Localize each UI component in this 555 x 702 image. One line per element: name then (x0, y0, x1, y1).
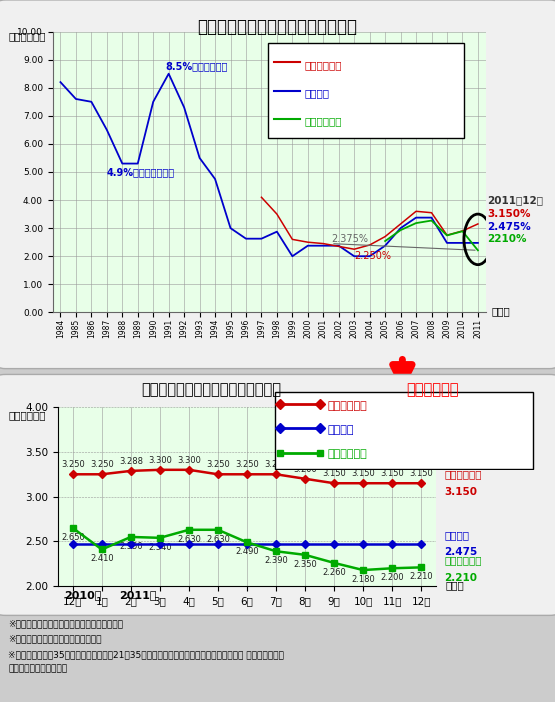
Text: 3.200: 3.200 (293, 465, 317, 474)
Text: 2.475: 2.475 (445, 548, 478, 557)
FancyBboxPatch shape (268, 43, 464, 138)
Text: 2.375%: 2.375% (331, 234, 368, 244)
Text: （年率・％）: （年率・％） (8, 32, 46, 41)
Text: フラット３５: フラット３５ (445, 555, 482, 566)
Text: 3.150: 3.150 (409, 470, 433, 478)
Text: ※住宅金融支援機構公表のデータを元に編集。: ※住宅金融支援機構公表のデータを元に編集。 (8, 619, 123, 628)
Text: 最も多いものを表示。: 最も多いものを表示。 (8, 664, 68, 673)
Text: 2.200: 2.200 (380, 574, 404, 582)
Text: 2.210: 2.210 (445, 573, 477, 583)
Text: 2.210: 2.210 (410, 572, 433, 581)
Text: 2.630: 2.630 (177, 535, 201, 544)
FancyBboxPatch shape (0, 374, 555, 616)
Text: 2.650: 2.650 (61, 533, 85, 542)
Text: 2210%: 2210% (487, 234, 527, 244)
Text: 民間金融機関の住宅ローン金利推移: 民間金融機関の住宅ローン金利推移 (141, 382, 281, 397)
Text: 3.150: 3.150 (380, 470, 404, 478)
Text: 変動金利: 変動金利 (328, 425, 355, 435)
Text: 3.250: 3.250 (264, 461, 288, 470)
Text: 最近１２ヶ月: 最近１２ヶ月 (407, 382, 459, 397)
Text: 2.350: 2.350 (293, 559, 317, 569)
Text: 3.250: 3.250 (61, 461, 85, 470)
Text: 2.260: 2.260 (322, 568, 346, 577)
Text: 2010年: 2010年 (64, 590, 101, 600)
Text: ３年固定金利: ３年固定金利 (328, 401, 367, 411)
Text: 変動金利: 変動金利 (305, 88, 330, 98)
Text: （年）: （年） (445, 581, 464, 590)
Text: 2.250%: 2.250% (354, 251, 391, 261)
Text: 2.540: 2.540 (148, 543, 171, 552)
Text: ※主要都市銀行における金利を掲載。: ※主要都市銀行における金利を掲載。 (8, 635, 102, 644)
Text: 3.250: 3.250 (90, 461, 114, 470)
FancyBboxPatch shape (0, 0, 555, 369)
Text: 3.300: 3.300 (148, 456, 172, 465)
Text: 2011年: 2011年 (119, 590, 157, 600)
FancyBboxPatch shape (275, 392, 533, 469)
Text: 3.150: 3.150 (322, 470, 346, 478)
Text: 3.250: 3.250 (206, 461, 230, 470)
Text: 3.300: 3.300 (177, 456, 201, 465)
Text: ※最新のフラット35の金利は、返済期間21～35年タイプの金利の内、取り扱い金融機関が 提供する金利で: ※最新のフラット35の金利は、返済期間21～35年タイプの金利の内、取り扱い金融… (8, 650, 284, 659)
Text: フラット３５: フラット３５ (305, 117, 342, 126)
Text: 2011年12月: 2011年12月 (487, 195, 543, 205)
Text: 変動金利: 変動金利 (445, 530, 470, 540)
Text: 3.150: 3.150 (351, 470, 375, 478)
Text: 3.150: 3.150 (445, 486, 477, 497)
Text: ３年固定金利: ３年固定金利 (445, 469, 482, 479)
Text: 3.288: 3.288 (119, 457, 143, 466)
Text: 民間金融機関の住宅ローン金利推移: 民間金融機関の住宅ローン金利推移 (198, 18, 357, 36)
Text: 2.410: 2.410 (90, 555, 114, 564)
Text: 4.9%（昭和６２年）: 4.9%（昭和６２年） (107, 167, 175, 177)
Text: 8.5%（平成３年）: 8.5%（平成３年） (165, 62, 228, 72)
Text: 2.550: 2.550 (119, 542, 143, 551)
Text: 2.390: 2.390 (264, 556, 288, 565)
Text: 3.250: 3.250 (235, 461, 259, 470)
Text: （年率・％）: （年率・％） (8, 411, 46, 420)
Text: 2.490: 2.490 (235, 548, 259, 556)
Text: 2.475%: 2.475% (487, 222, 531, 232)
Text: ３年固定金利: ３年固定金利 (305, 60, 342, 70)
Text: 3.150%: 3.150% (487, 209, 531, 219)
Text: 2.180: 2.180 (351, 575, 375, 584)
Text: フラット３５: フラット３５ (328, 449, 367, 459)
Text: 2.630: 2.630 (206, 535, 230, 544)
Text: （年）: （年） (491, 307, 510, 317)
